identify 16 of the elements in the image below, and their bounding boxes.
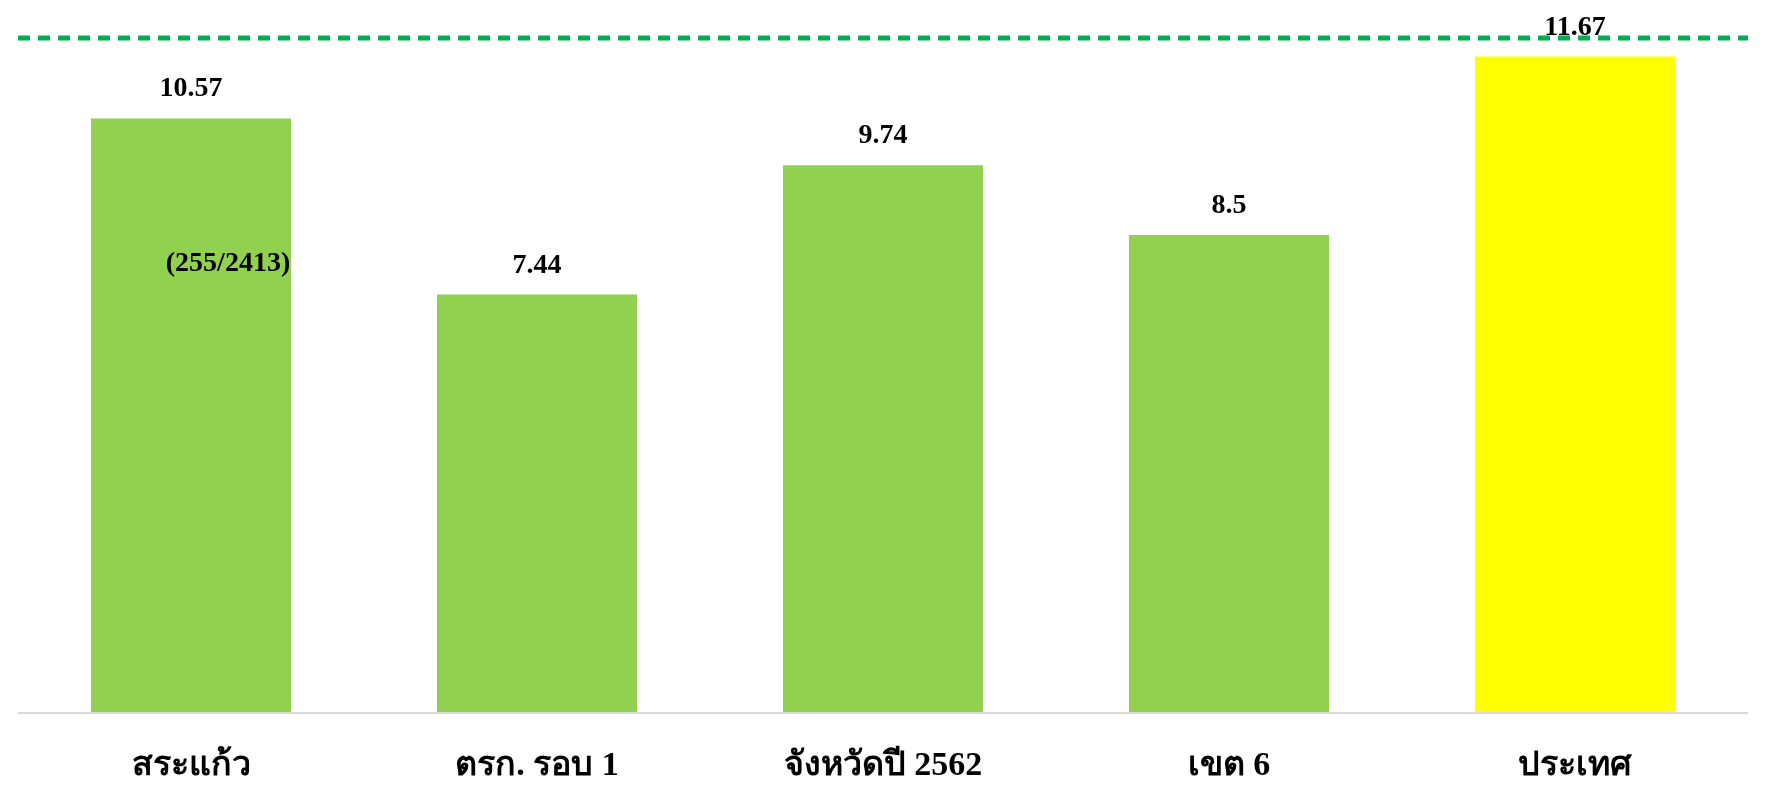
- x-tick-label: จังหวัดปี 2562: [783, 745, 983, 783]
- x-tick-label: ตรก. รอบ 1: [455, 745, 619, 783]
- bar: [437, 294, 637, 713]
- x-tick-label: สระแก้ว: [131, 745, 251, 783]
- data-label: 11.67: [1544, 9, 1606, 41]
- bar: [1475, 56, 1675, 713]
- annotation: (255/2413): [164, 246, 292, 278]
- x-tick-label: เขต 6: [1187, 745, 1271, 783]
- data-label: 7.44: [512, 247, 562, 279]
- bar: [1129, 234, 1329, 713]
- data-label: 10.57: [159, 71, 223, 103]
- bar: [91, 118, 291, 713]
- x-tick-label: ประเทศ: [1518, 745, 1632, 783]
- data-label: 9.74: [858, 118, 908, 150]
- bar: [783, 165, 983, 713]
- data-label: 8.5: [1211, 187, 1247, 219]
